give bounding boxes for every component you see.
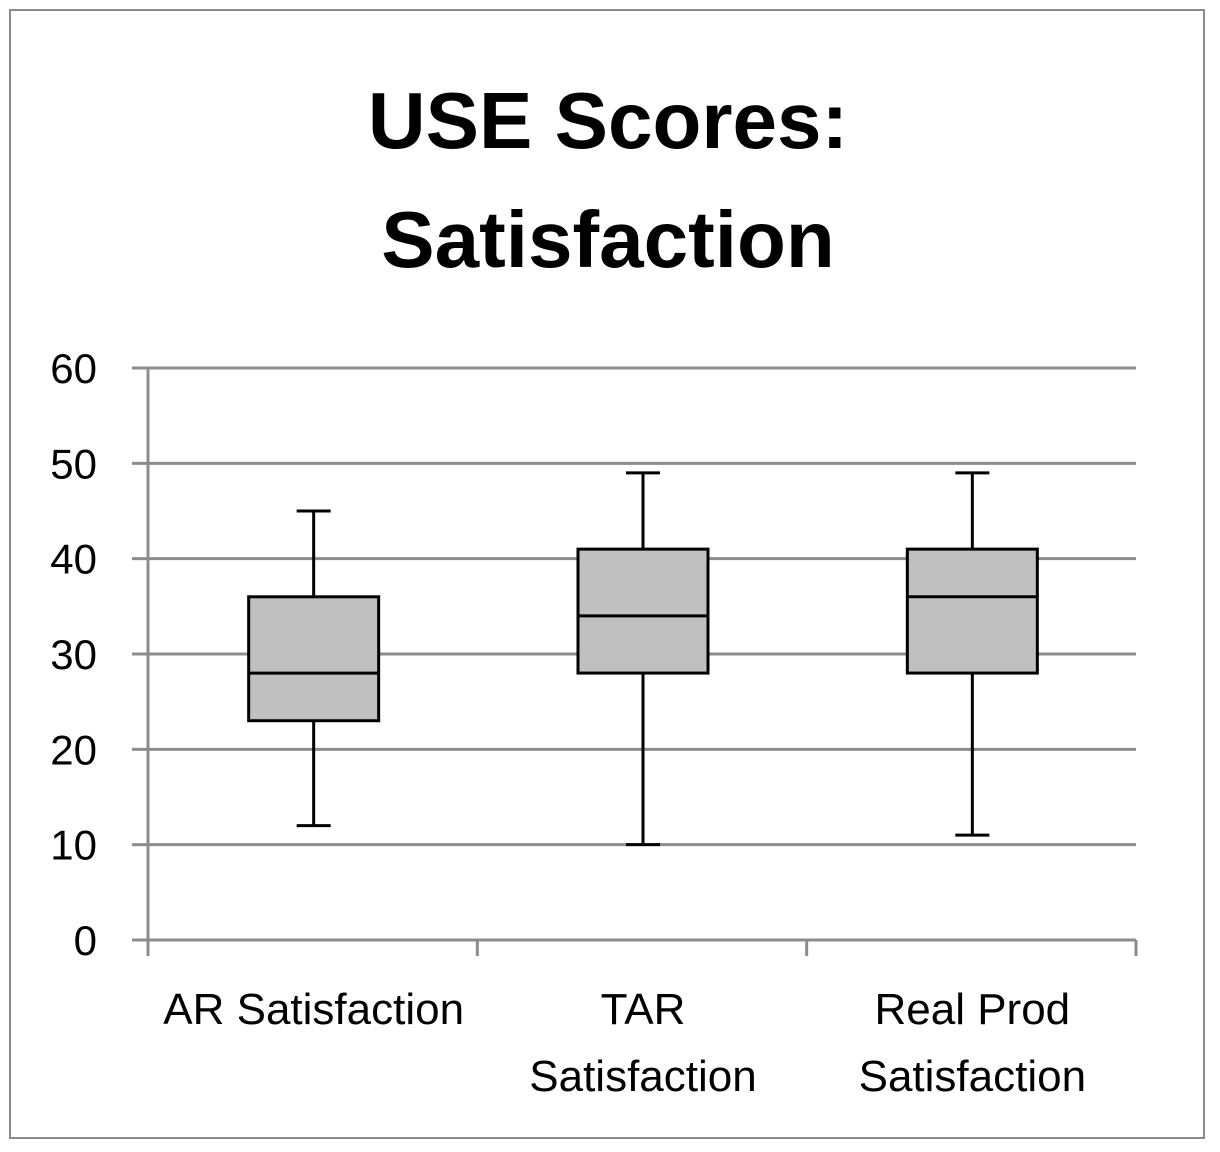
x-category-label: Satisfaction <box>529 1052 756 1101</box>
x-category-label: Real Prod <box>874 985 1070 1034</box>
y-tick-label: 40 <box>50 536 97 583</box>
y-tick-label: 50 <box>50 440 97 487</box>
box-group <box>576 471 710 847</box>
boxes <box>247 471 1039 847</box>
chart-title-line-1: USE Scores: <box>368 76 848 165</box>
box-group <box>905 471 1039 837</box>
y-tick-label: 0 <box>74 917 97 964</box>
labels: 0 10 20 30 40 50 60 AR Satisfaction TAR Satisfact… <box>50 345 1086 1101</box>
box-group <box>247 509 381 828</box>
x-category-label: TAR <box>601 985 686 1034</box>
y-tick-label: 60 <box>50 345 97 392</box>
chart-title-line-2: Satisfaction <box>381 195 834 284</box>
box-iqr <box>905 547 1039 675</box>
x-category-label: AR Satisfaction <box>163 985 464 1034</box>
box-iqr <box>576 547 710 675</box>
y-tick-label: 30 <box>50 631 97 678</box>
x-category-label: Satisfaction <box>859 1052 1086 1101</box>
y-tick-label: 20 <box>50 726 97 773</box>
y-tick-label: 10 <box>50 822 97 869</box>
axes <box>132 366 1138 956</box>
box-iqr <box>247 595 381 723</box>
